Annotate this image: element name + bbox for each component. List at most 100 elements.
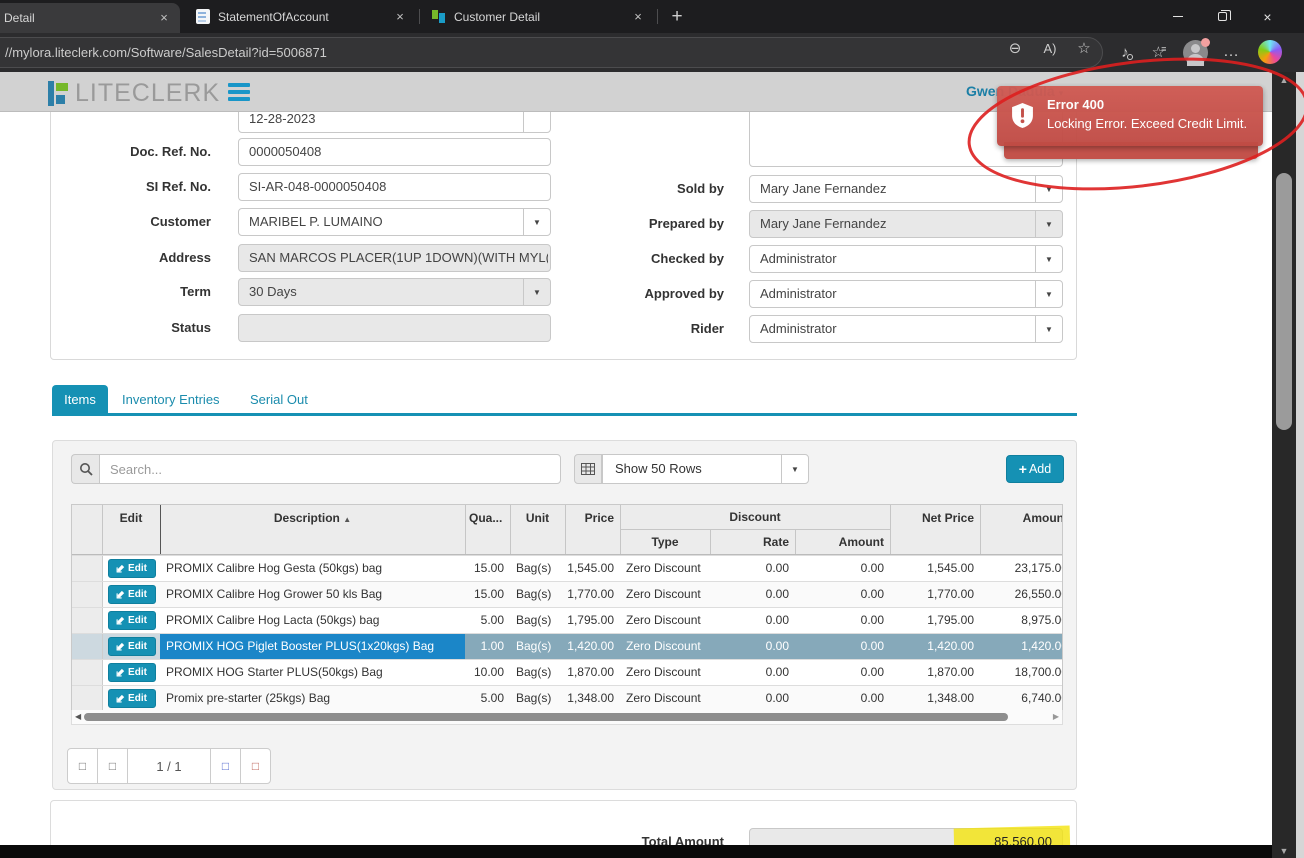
table-row[interactable]: Edit PROMIX HOG Piglet Booster PLUS(1x20… xyxy=(72,633,1062,659)
caret-down-icon: ▼ xyxy=(1045,289,1053,299)
media-controls-icon[interactable]: ♪ xyxy=(1112,39,1138,65)
dropdown-button[interactable]: ▼ xyxy=(1035,281,1062,307)
dropdown-button[interactable]: ▼ xyxy=(1035,246,1062,272)
col-edit[interactable]: Edit xyxy=(119,511,143,525)
col-discount-rate[interactable]: Rate xyxy=(762,535,789,549)
table-row[interactable]: Edit PROMIX Calibre Hog Gesta (50kgs) ba… xyxy=(72,555,1062,581)
col-unit[interactable]: Unit xyxy=(525,511,550,525)
tab-items[interactable]: Items xyxy=(52,385,108,415)
row-handle-cell xyxy=(72,660,102,685)
doc-ref-no-field[interactable]: 0000050408 xyxy=(238,138,551,166)
collections-icon[interactable]: ☆ ≡ xyxy=(1151,44,1167,61)
scroll-right-icon[interactable]: ▶ xyxy=(1052,712,1059,721)
edit-button[interactable]: Edit xyxy=(107,689,156,708)
browser-tab-bar: Detail × StatementOfAccount × Customer D… xyxy=(0,0,1304,33)
tab-close-icon[interactable]: × xyxy=(396,8,404,24)
dropdown-button[interactable]: ▼ xyxy=(1035,176,1062,202)
tab-separator xyxy=(657,9,658,24)
prev-page-button[interactable]: □ xyxy=(97,748,128,784)
tab-customer-detail[interactable]: Customer Detail × xyxy=(422,0,654,33)
edit-button[interactable]: Edit xyxy=(107,637,156,656)
hamburger-menu-icon[interactable] xyxy=(228,83,252,101)
tab-statementofaccount[interactable]: StatementOfAccount × xyxy=(186,0,416,33)
dropdown-button[interactable]: ▼ xyxy=(523,209,550,235)
copilot-icon[interactable] xyxy=(1258,40,1282,64)
table-row[interactable]: Edit Promix pre-starter (25kgs) Bag 5.00… xyxy=(72,685,1062,711)
table-body: Edit PROMIX Calibre Hog Gesta (50kgs) ba… xyxy=(72,555,1062,711)
table-row[interactable]: Edit PROMIX Calibre Hog Grower 50 kls Ba… xyxy=(72,581,1062,607)
si-ref-no-field[interactable]: SI-AR-048-0000050408 xyxy=(238,173,551,201)
minimize-icon xyxy=(1172,16,1183,17)
field-label: SI Ref. No. xyxy=(145,179,211,194)
last-page-button[interactable]: □ xyxy=(240,748,271,784)
date-picker-button[interactable] xyxy=(523,106,550,132)
profile-avatar[interactable] xyxy=(1183,38,1210,66)
error-toast[interactable]: Error 400 Locking Error. Exceed Credit L… xyxy=(997,86,1263,146)
checked-by-select[interactable]: Administrator ▼ xyxy=(749,245,1063,273)
first-page-button[interactable]: □ xyxy=(67,748,98,784)
scrollbar-thumb[interactable] xyxy=(1276,173,1292,430)
table-row[interactable]: Edit PROMIX Calibre Hog Lacta (50kgs) ba… xyxy=(72,607,1062,633)
zoom-out-icon[interactable]: ⊖ xyxy=(1008,40,1022,57)
tab-detail[interactable]: Detail × xyxy=(0,3,180,33)
col-discount-amount[interactable]: Amount xyxy=(838,535,884,549)
edit-button[interactable]: Edit xyxy=(107,611,156,630)
next-page-button[interactable]: □ xyxy=(210,748,241,784)
col-net-price[interactable]: Net Price xyxy=(921,511,974,525)
edit-button[interactable]: Edit xyxy=(107,663,156,682)
table-row[interactable]: Edit PROMIX HOG Starter PLUS(50kgs) Bag … xyxy=(72,659,1062,685)
statementofaccount-favicon xyxy=(196,9,210,24)
edit-button[interactable]: Edit xyxy=(107,585,156,604)
restore-button[interactable] xyxy=(1200,0,1245,33)
plus-icon: + xyxy=(1018,461,1027,477)
address-bar[interactable]: //mylora.liteclerk.com/Software/SalesDet… xyxy=(0,37,1103,68)
scroll-down-icon[interactable]: ▼ xyxy=(1279,846,1289,856)
read-aloud-icon[interactable]: A) xyxy=(1043,40,1057,56)
toast-title: Error 400 xyxy=(1047,97,1105,112)
caret-down-icon: ▼ xyxy=(1045,219,1053,229)
col-discount-type[interactable]: Type xyxy=(651,535,679,549)
items-table: Edit Description ▲ Qua... Unit Price Dis… xyxy=(71,504,1063,712)
grid-columns-icon[interactable] xyxy=(574,454,602,484)
tab-close-icon[interactable]: × xyxy=(634,8,642,24)
col-price[interactable]: Price xyxy=(584,511,614,525)
field-label: Prepared by xyxy=(648,216,724,231)
col-description[interactable]: Description ▲ xyxy=(273,511,352,525)
edit-cell: Edit xyxy=(102,556,160,581)
add-button[interactable]: + Add xyxy=(1006,455,1064,483)
sold-by-select[interactable]: Mary Jane Fernandez ▼ xyxy=(749,175,1063,203)
customer-select[interactable]: MARIBEL P. LUMAINO ▼ xyxy=(238,208,551,236)
tab-inventory-entries[interactable]: Inventory Entries xyxy=(122,392,220,407)
toast-message: Locking Error. Exceed Credit Limit. xyxy=(1047,116,1248,131)
liteclerk-logo: LITECLERK xyxy=(48,79,220,108)
scroll-left-icon[interactable]: ◀ xyxy=(75,712,82,721)
field-label: Doc. Ref. No. xyxy=(130,144,211,159)
new-tab-button[interactable]: + xyxy=(671,6,683,27)
search-icon xyxy=(71,454,99,484)
window-edge xyxy=(1296,72,1304,858)
search-input[interactable] xyxy=(99,454,561,484)
tab-serial-out[interactable]: Serial Out xyxy=(250,392,308,407)
approved-by-select[interactable]: Administrator ▼ xyxy=(749,280,1063,308)
minimize-button[interactable] xyxy=(1155,0,1200,33)
col-discount-group[interactable]: Discount xyxy=(620,505,890,530)
rider-select[interactable]: Administrator ▼ xyxy=(749,315,1063,343)
tab-close-icon[interactable]: × xyxy=(160,10,168,25)
col-quantity[interactable]: Qua... xyxy=(469,511,503,525)
horizontal-scrollbar[interactable]: ◀ ▶ xyxy=(71,710,1063,725)
col-amount[interactable]: Amount xyxy=(1022,511,1062,525)
dropdown-button[interactable]: ▼ xyxy=(781,455,808,483)
caret-down-icon: ▼ xyxy=(1045,184,1053,194)
vertical-scrollbar[interactable]: ▲ ▼ xyxy=(1272,72,1296,858)
edit-button[interactable]: Edit xyxy=(107,559,156,578)
more-menu-icon[interactable]: … xyxy=(1223,43,1239,60)
scroll-up-icon[interactable]: ▲ xyxy=(1279,75,1289,85)
dropdown-button[interactable]: ▼ xyxy=(1035,316,1062,342)
rows-per-page-select[interactable]: Show 50 Rows ▼ xyxy=(602,454,809,484)
scrollbar-thumb[interactable] xyxy=(84,713,1008,721)
close-button[interactable]: × xyxy=(1263,8,1272,25)
favorite-star-icon[interactable]: ☆ xyxy=(1077,40,1091,57)
edit-pencil-icon xyxy=(116,642,125,651)
liteclerk-logo-icon xyxy=(48,81,70,106)
